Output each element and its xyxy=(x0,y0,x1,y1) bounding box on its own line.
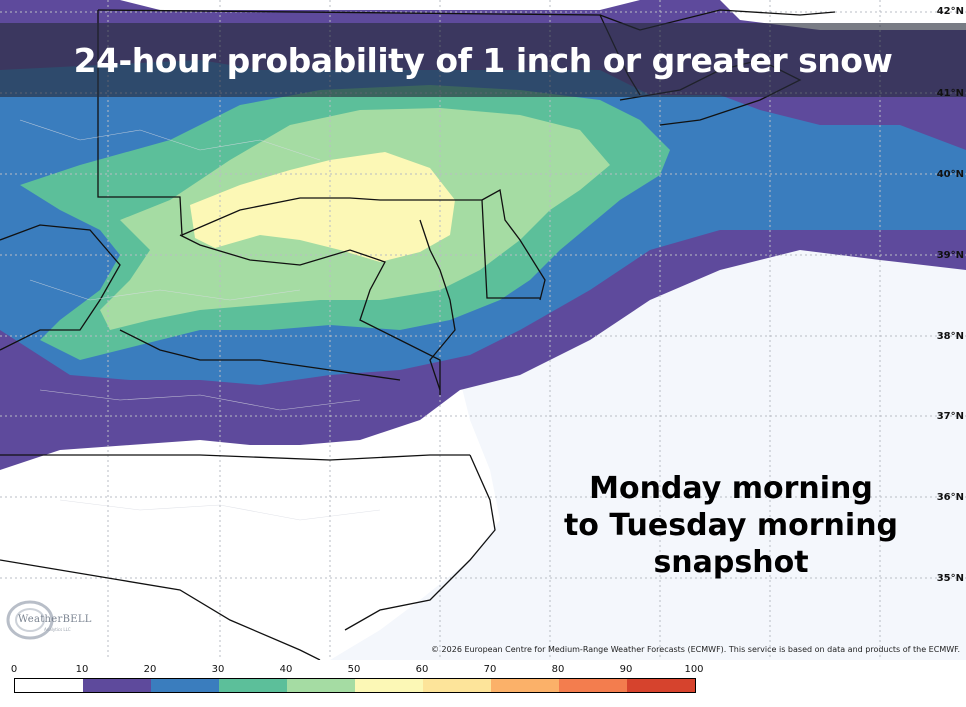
map-title: 24-hour probability of 1 inch or greater… xyxy=(73,40,893,80)
legend-tick-10: 10 xyxy=(75,664,89,675)
lat-label-37: 37°N xyxy=(936,411,964,422)
legend-tick-40: 40 xyxy=(279,664,293,675)
lat-label-38: 38°N xyxy=(936,331,964,342)
legend-swatch-8 xyxy=(559,679,627,692)
lat-label-35: 35°N xyxy=(936,573,964,584)
legend-swatch-3 xyxy=(219,679,287,692)
logo-subtext: Analytics LLC xyxy=(44,627,71,632)
legend-tick-100: 100 xyxy=(684,664,704,675)
graticule xyxy=(0,0,966,660)
county-lines xyxy=(19,119,381,521)
lat-label-40: 40°N xyxy=(936,169,964,180)
legend-swatch-2 xyxy=(151,679,219,692)
logo-text: WeatherBELL xyxy=(18,614,92,625)
prob-band-50-60 xyxy=(190,152,455,262)
legend-tick-30: 30 xyxy=(211,664,225,675)
snapshot-caption: Monday morning to Tuesday morning snapsh… xyxy=(556,470,906,581)
lat-label-39: 39°N xyxy=(936,250,964,261)
copyright-notice: © 2026 European Centre for Medium-Range … xyxy=(431,645,960,654)
snapshot-line-3: snapshot xyxy=(653,545,809,580)
legend-tick-90: 90 xyxy=(619,664,633,675)
legend-tick-80: 80 xyxy=(551,664,565,675)
legend-tick-50: 50 xyxy=(347,664,361,675)
legend-swatch-4 xyxy=(287,679,355,692)
legend-swatch-7 xyxy=(491,679,559,692)
weatherbell-logo: WeatherBELL Analytics LLC xyxy=(4,598,92,644)
legend-swatch-6 xyxy=(423,679,491,692)
title-banner: 24-hour probability of 1 inch or greater… xyxy=(0,23,966,97)
probability-map xyxy=(0,0,966,660)
lat-label-36: 36°N xyxy=(936,492,964,503)
legend-swatch-9 xyxy=(627,679,695,692)
map-canvas xyxy=(0,0,966,660)
legend-swatch-1 xyxy=(83,679,151,692)
legend-colorbar xyxy=(14,678,696,693)
snapshot-line-1: Monday morning xyxy=(589,471,873,506)
lat-label-42: 42°N xyxy=(936,6,964,17)
snapshot-line-2: to Tuesday morning xyxy=(563,508,899,543)
logo-swirl-icon xyxy=(6,600,54,640)
legend-tick-60: 60 xyxy=(415,664,429,675)
legend-swatch-5 xyxy=(355,679,423,692)
legend-tick-0: 0 xyxy=(10,664,18,675)
lat-label-41: 41°N xyxy=(936,88,964,99)
legend-swatch-0 xyxy=(15,679,83,692)
legend-tick-70: 70 xyxy=(483,664,497,675)
legend: 0 10 20 30 40 50 60 70 80 90 100 xyxy=(0,660,966,707)
legend-tick-20: 20 xyxy=(143,664,157,675)
